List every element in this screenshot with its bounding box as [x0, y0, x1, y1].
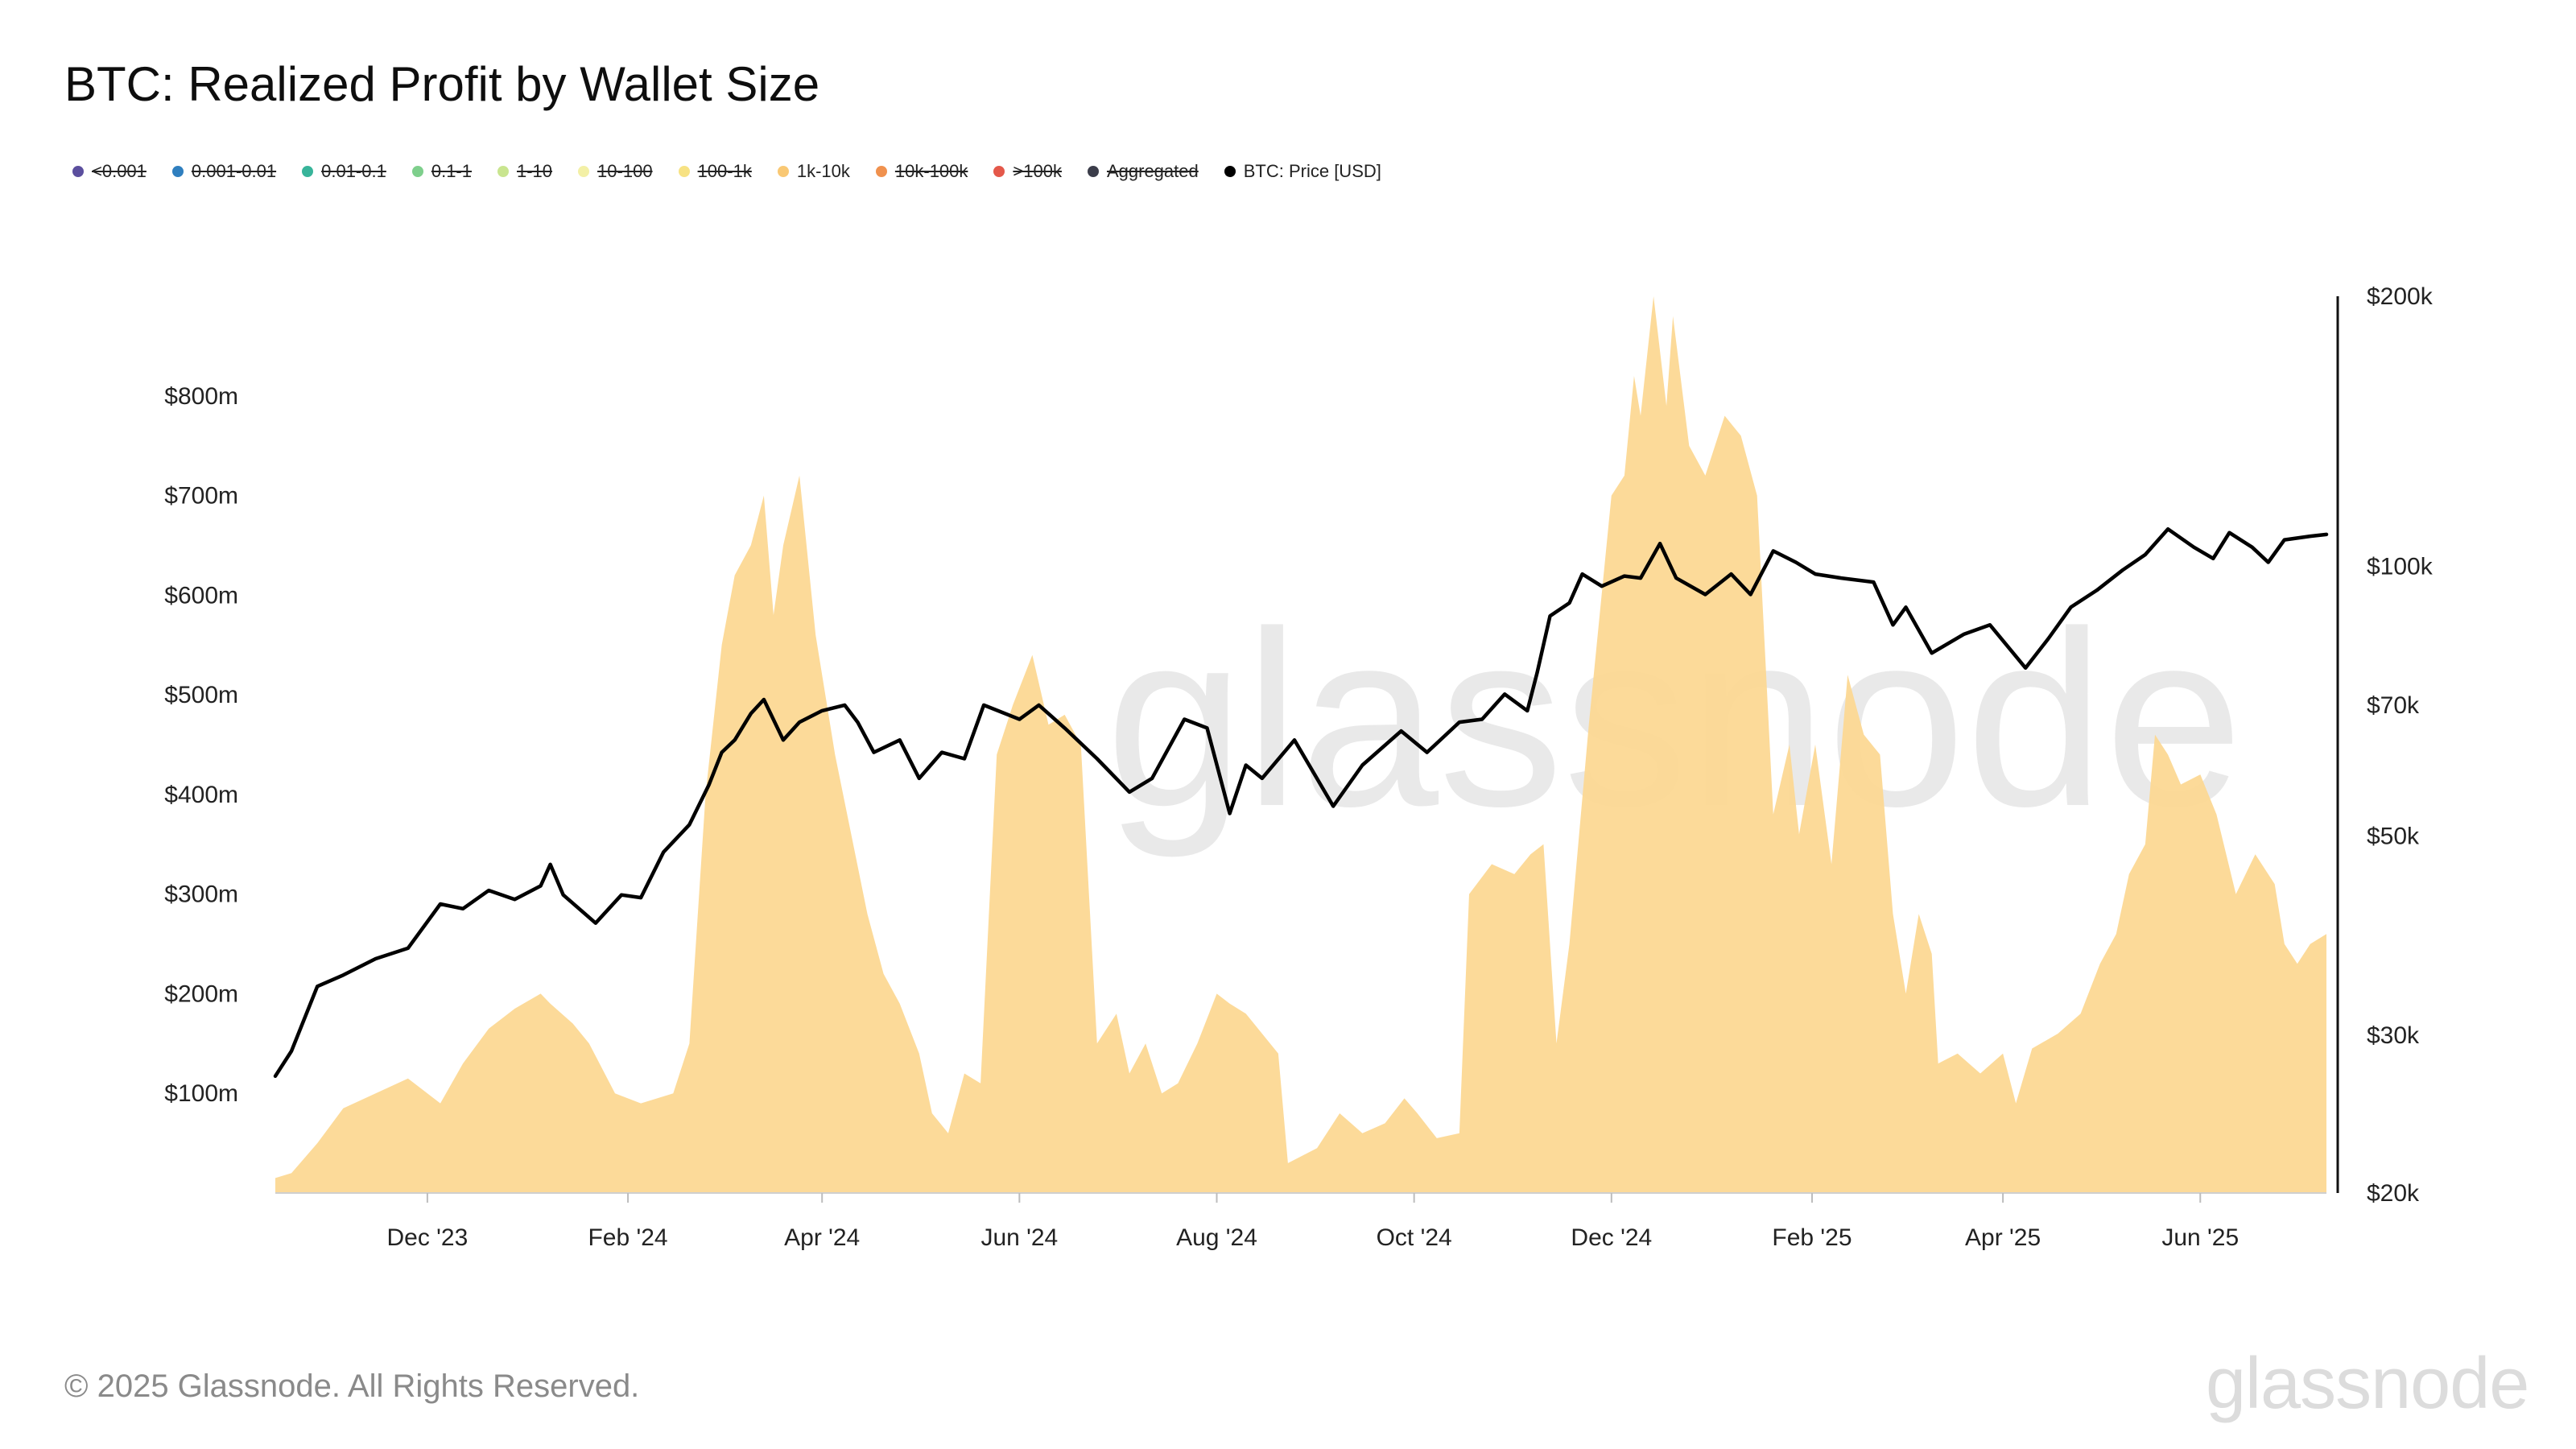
legend-item-8[interactable]: 10k-100k: [875, 161, 968, 182]
legend-swatch-icon: [578, 166, 590, 177]
legend-swatch-icon: [72, 166, 84, 177]
legend-swatch-icon: [302, 166, 314, 177]
legend-swatch-icon: [678, 166, 690, 177]
legend-item-1[interactable]: 0.001-0.01: [171, 161, 277, 182]
legend-label: 1-10: [517, 161, 553, 181]
legend-label: 0.01-0.1: [321, 161, 386, 181]
x-tick-label: Jun '25: [2161, 1224, 2239, 1251]
legend-label: 0.1-1: [431, 161, 472, 181]
y-left-tick-label: $100m: [164, 1080, 238, 1107]
y-left-tick-label: $300m: [164, 881, 238, 908]
brand-logo: glassnode: [2206, 1344, 2529, 1424]
y-left-tick-label: $200m: [164, 980, 238, 1007]
legend-item-4[interactable]: 1-10: [497, 161, 552, 182]
legend-label: 0.001-0.01: [191, 161, 277, 181]
legend-label: 1k-10k: [796, 161, 850, 181]
legend-label: 100-1k: [697, 161, 752, 181]
y-right-tick-label: $70k: [2367, 692, 2420, 719]
y-right-tick-label: $50k: [2367, 824, 2420, 850]
legend-label: BTC: Price [USD]: [1243, 161, 1381, 181]
x-tick-label: Dec '24: [1571, 1224, 1652, 1251]
legend-label: 10-100: [597, 161, 653, 181]
legend-swatch-icon: [171, 166, 184, 177]
x-tick-label: Jun '24: [980, 1224, 1058, 1251]
y-left-tick-label: $700m: [164, 483, 238, 510]
legend-item-2[interactable]: 0.01-0.1: [302, 161, 386, 182]
legend-label: >100k: [1013, 161, 1062, 181]
x-tick-label: Feb '25: [1772, 1224, 1852, 1251]
x-tick-label: Aug '24: [1176, 1224, 1257, 1251]
legend-item-0[interactable]: <0.001: [72, 161, 147, 182]
legend-swatch-icon: [1224, 166, 1236, 177]
legend-swatch-icon: [1087, 166, 1099, 177]
series-area-1k-10k: [275, 296, 2326, 1193]
legend-item-10[interactable]: Aggregated: [1087, 161, 1199, 182]
legend-swatch-icon: [875, 166, 887, 177]
legend-label: 10k-100k: [894, 161, 968, 181]
x-tick-label: Dec '23: [386, 1224, 468, 1251]
y-left-tick-label: $600m: [164, 582, 238, 609]
legend-item-7[interactable]: 1k-10k: [777, 161, 850, 182]
x-tick-label: Apr '24: [784, 1224, 860, 1251]
legend-label: <0.001: [92, 161, 147, 181]
legend-item-5[interactable]: 10-100: [578, 161, 653, 182]
y-right-tick-label: $100k: [2367, 553, 2434, 580]
legend-swatch-icon: [411, 166, 423, 177]
legend-item-6[interactable]: 100-1k: [678, 161, 752, 182]
legend-swatch-icon: [777, 166, 789, 177]
y-right-tick-label: $30k: [2367, 1022, 2420, 1049]
legend-item-9[interactable]: >100k: [993, 161, 1062, 182]
legend-item-3[interactable]: 0.1-1: [411, 161, 472, 182]
x-tick-label: Feb '24: [588, 1224, 667, 1251]
chart-legend: <0.001 0.001-0.01 0.01-0.1 0.1-1 1-10 10-100 1…: [72, 161, 1407, 182]
chart-title: BTC: Realized Profit by Wallet Size: [64, 57, 820, 111]
y-left-tick-label: $500m: [164, 682, 238, 708]
x-tick-label: Apr '25: [1965, 1224, 2041, 1251]
legend-label: Aggregated: [1106, 161, 1199, 181]
y-left-tick-label: $800m: [164, 383, 238, 410]
y-left-tick-label: $400m: [164, 782, 238, 808]
series-line-btc-price: [273, 526, 2329, 1079]
legend-swatch-icon: [993, 166, 1005, 177]
legend-item-11[interactable]: BTC: Price [USD]: [1224, 161, 1381, 182]
copyright-footer: © 2025 Glassnode. All Rights Reserved.: [64, 1368, 640, 1404]
x-tick-label: Oct '24: [1377, 1224, 1452, 1251]
y-right-tick-label: $200k: [2367, 283, 2434, 310]
legend-swatch-icon: [497, 166, 509, 177]
y-right-tick-label: $20k: [2367, 1180, 2420, 1207]
